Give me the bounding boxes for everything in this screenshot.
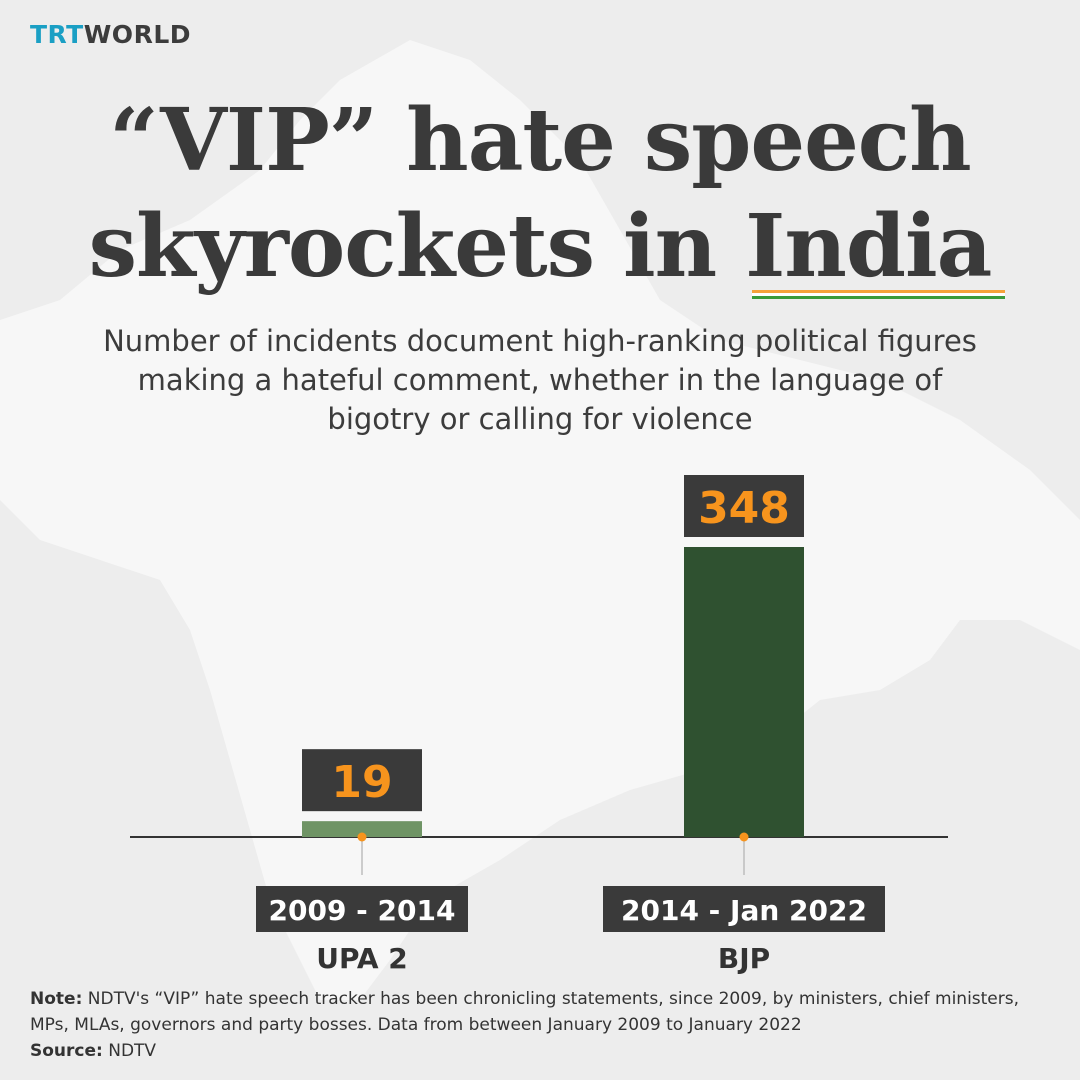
category-box-1 xyxy=(603,886,885,932)
tick-dot-0 xyxy=(357,832,367,842)
title-line-1: “VIP” hate speech xyxy=(109,90,971,191)
flag-underline-green xyxy=(752,296,1005,299)
value-label-1: 348 xyxy=(698,483,790,534)
category-label-1: 2014 - Jan 2022 xyxy=(621,894,867,927)
group-label-1: BJP xyxy=(718,942,770,975)
footer-note: Note: NDTV's “VIP” hate speech tracker h… xyxy=(30,986,1050,1038)
bar-1 xyxy=(684,547,804,837)
category-box-0 xyxy=(256,886,468,932)
flag-underline-white xyxy=(752,293,1005,296)
value-label-0: 19 xyxy=(331,757,392,808)
footer-source: Source: NDTV xyxy=(30,1038,1050,1064)
value-label-box-1 xyxy=(684,475,804,537)
flag-underline-saffron xyxy=(752,290,1005,293)
bar-0 xyxy=(302,821,422,837)
title-highlight-india: India xyxy=(745,196,992,297)
source-label: Source: xyxy=(30,1041,103,1061)
chart-title: “VIP” hate speech skyrockets in India xyxy=(0,88,1080,300)
title-line-2: skyrockets in xyxy=(88,196,746,297)
logo-world: WORLD xyxy=(83,20,191,49)
note-text: NDTV's “VIP” hate speech tracker has bee… xyxy=(30,989,1020,1035)
group-label-0: UPA 2 xyxy=(316,942,408,975)
category-label-0: 2009 - 2014 xyxy=(269,894,456,927)
footer: Note: NDTV's “VIP” hate speech tracker h… xyxy=(30,986,1050,1064)
logo-trt: TRT xyxy=(30,20,84,49)
trt-world-logo: TRTWORLD xyxy=(30,20,191,49)
source-text: NDTV xyxy=(102,1041,157,1061)
tick-dot-1 xyxy=(739,832,749,842)
value-label-box-0 xyxy=(302,749,422,812)
note-label: Note: xyxy=(30,989,83,1009)
chart-subtitle: Number of incidents document high-rankin… xyxy=(103,324,977,436)
